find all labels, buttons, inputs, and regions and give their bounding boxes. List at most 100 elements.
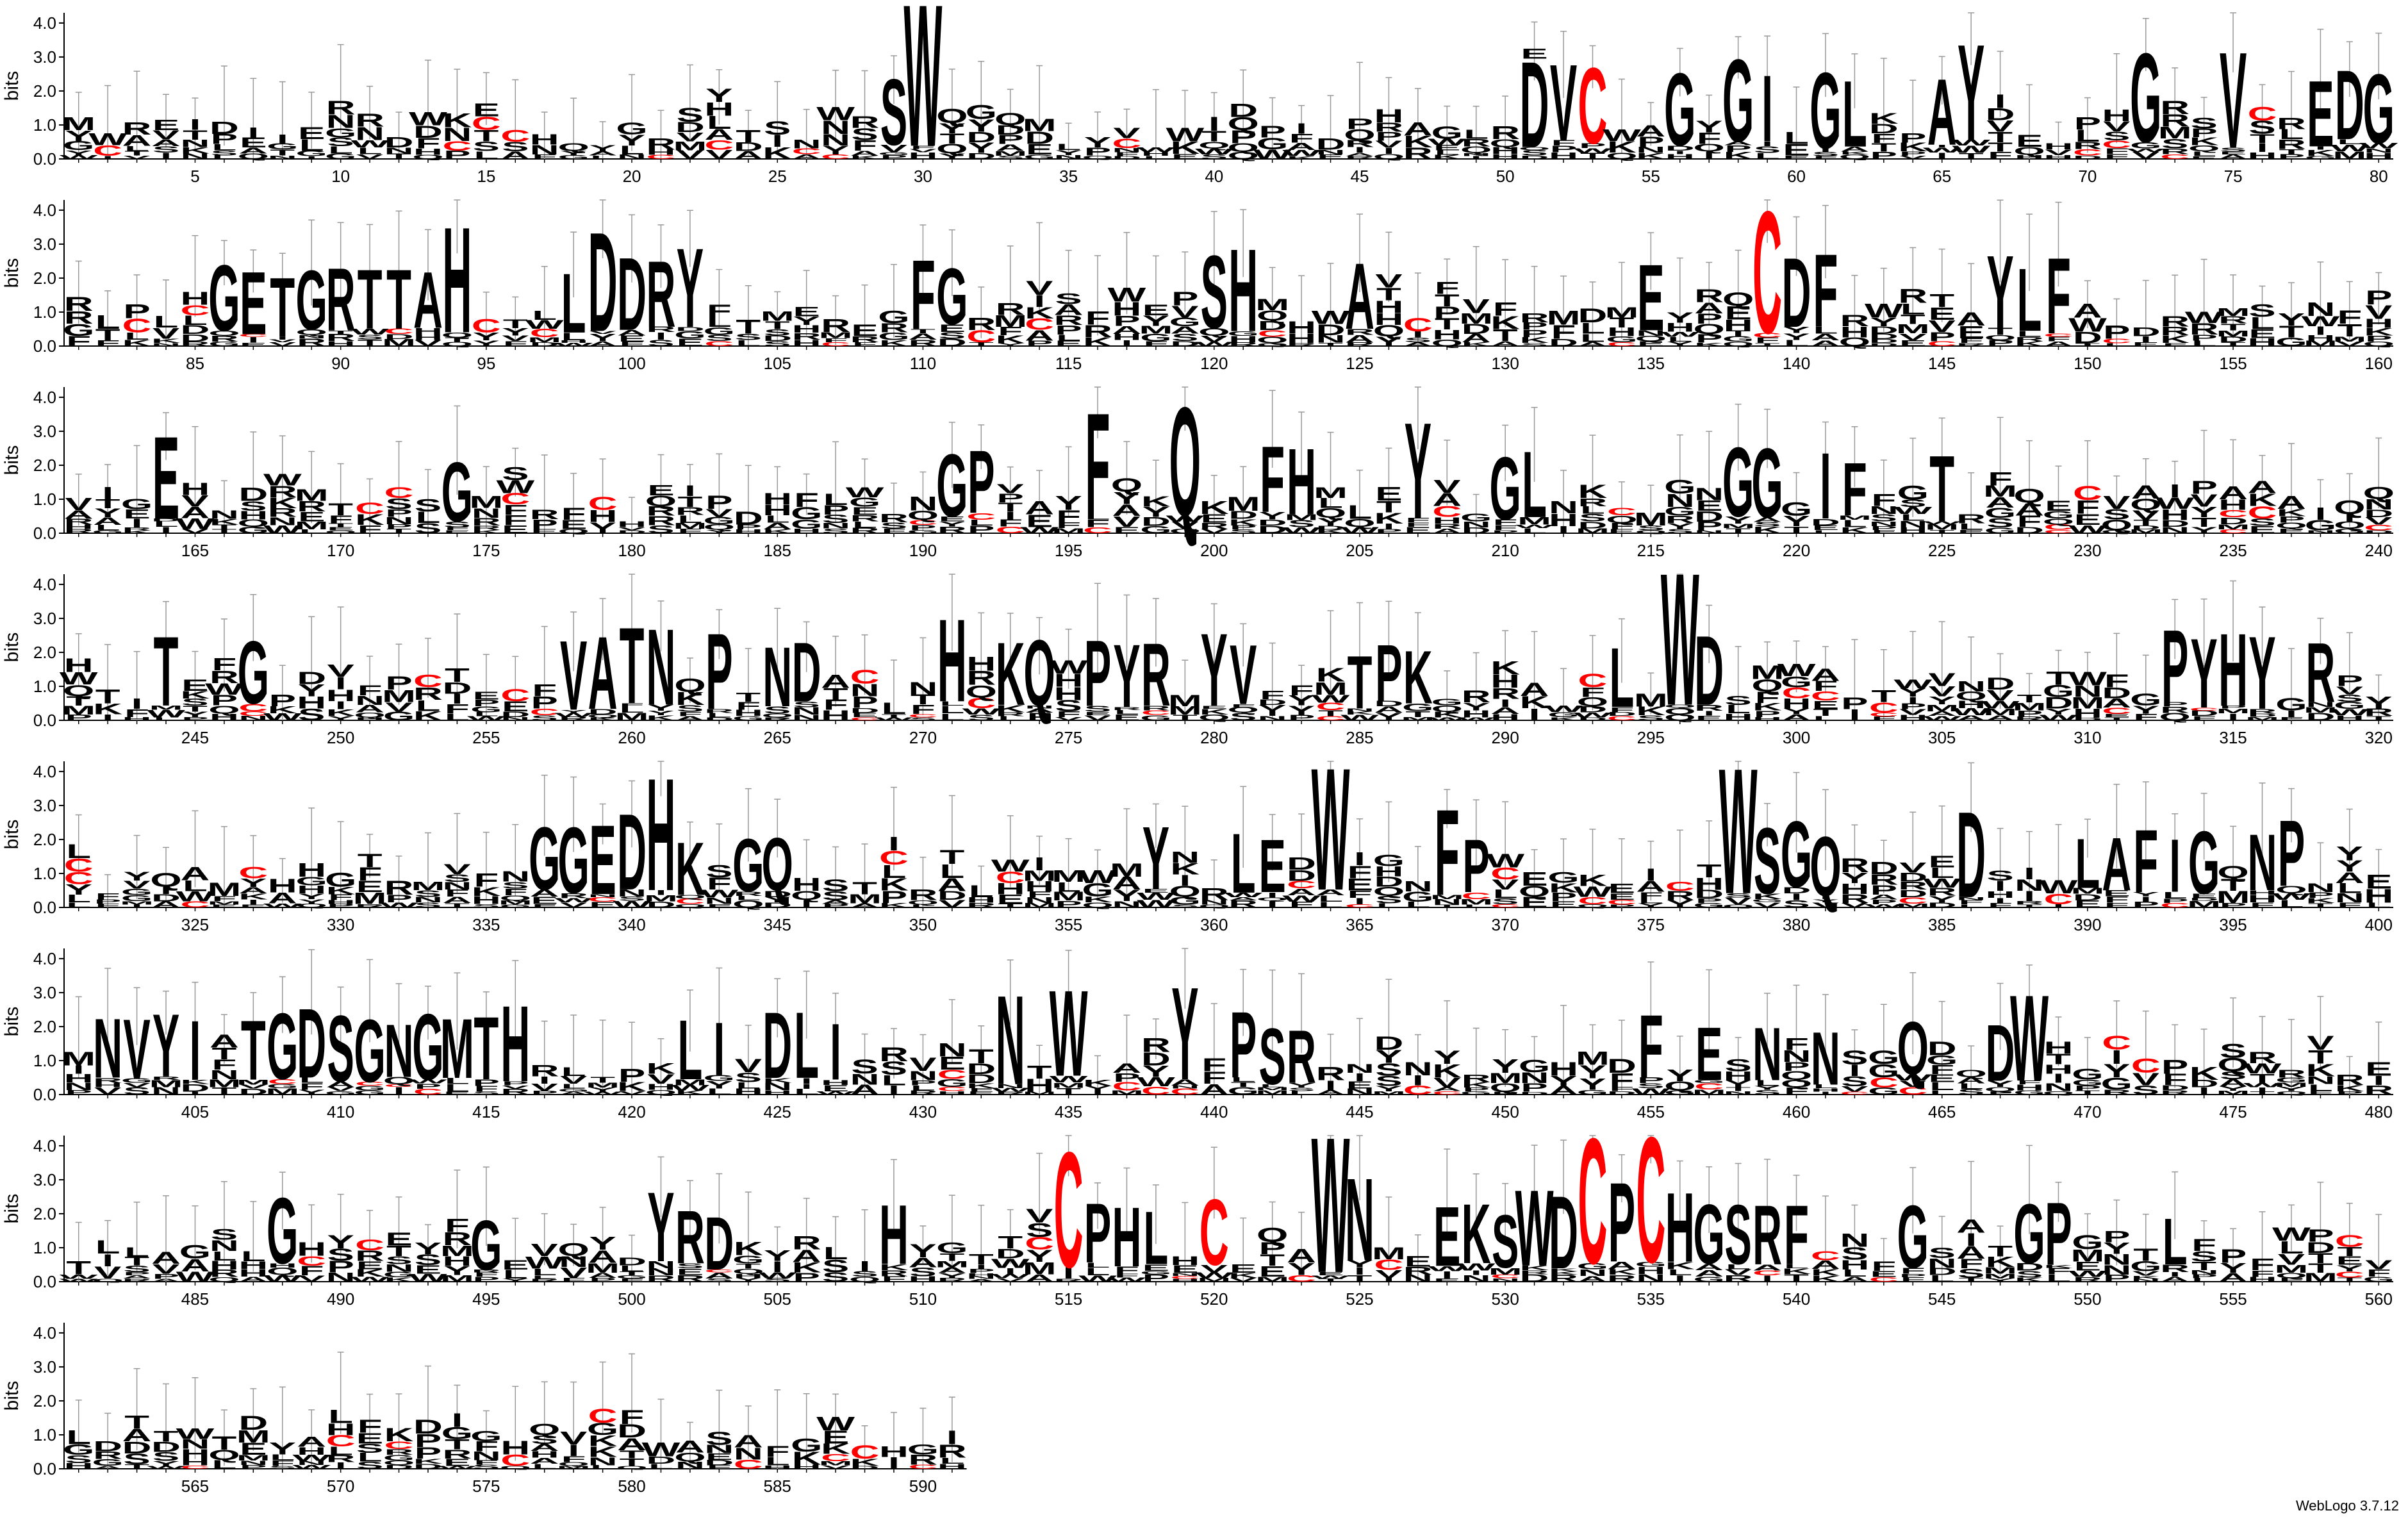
logo-letter-E: E (1637, 245, 1664, 351)
logo-letter-M: M (295, 486, 329, 504)
logo-letter-H: H (1490, 153, 1520, 161)
logo-letter-V: V (909, 1054, 936, 1075)
logo-letter-G: G (2188, 813, 2220, 913)
y-tick-label: 3.0 (33, 796, 56, 815)
logo-letter-A: A (1956, 1216, 1986, 1237)
logo-letter-A: A (181, 863, 210, 884)
logo-letter-I: I (2315, 504, 2327, 524)
logo-letter-T: T (2279, 147, 2304, 155)
logo-letter-V: V (2103, 119, 2131, 135)
logo-column-543: CEF (1869, 1237, 1899, 1286)
logo-letter-C: C (704, 138, 734, 153)
logo-letter-V: V (123, 154, 150, 160)
logo-letter-T: T (1348, 641, 1373, 725)
logo-letter-L: L (561, 256, 586, 351)
logo-letter-R: R (1287, 1015, 1316, 1100)
logo-letter-Q: Q (2013, 484, 2045, 507)
logo-letter-W: W (1952, 144, 1990, 155)
logo-column-456: GQY (1664, 1036, 1695, 1098)
logo-letter-A: A (1811, 665, 1840, 685)
logo-column-132: DFM (1547, 275, 1580, 350)
x-tick-label: 185 (764, 541, 791, 560)
logo-letter-I: I (1208, 113, 1220, 135)
logo-column-21: CHR (647, 110, 675, 163)
logo-letter-R: R (2160, 97, 2189, 119)
logo-letter-R: R (821, 316, 850, 336)
logo-letter-H: H (2044, 154, 2074, 160)
logo-letter-F: F (2133, 812, 2158, 912)
logo-letter-S: S (2220, 1039, 2247, 1062)
x-tick-label: 85 (186, 354, 204, 373)
logo-letter-Q: Q (1082, 154, 1113, 160)
logo-letter-W: W (2127, 147, 2165, 153)
logo-letter-L: L (1842, 62, 1867, 167)
logo-letter-C: C (1607, 506, 1637, 518)
x-tick-label: 25 (768, 167, 787, 186)
logo-letter-R: R (1345, 155, 1374, 160)
logo-letter-N: N (1694, 484, 1724, 504)
logo-letter-G: G (1781, 498, 1812, 520)
x-tick-label: 65 (1933, 167, 1951, 186)
logo-letter-E: E (1521, 46, 1547, 62)
logo-letter-E: E (2365, 870, 2392, 893)
logo-letter-H: H (704, 99, 734, 120)
logo-letter-M: M (1634, 509, 1668, 529)
logo-letter-T: T (736, 690, 761, 704)
logo-letter-P: P (2103, 1228, 2130, 1246)
logo-letter-Q: Q (1257, 1223, 1288, 1246)
logo-letter-T: T (1871, 141, 1896, 154)
logo-letter-V: V (1230, 628, 1257, 723)
logo-letter-S: S (327, 997, 354, 1102)
logo-letter-R: R (2277, 1068, 2306, 1080)
logo-letter-N: N (617, 153, 647, 160)
x-tick-label: 320 (2365, 728, 2393, 747)
logo-letter-I: I (102, 483, 113, 503)
logo-letter-W: W (1865, 299, 1904, 322)
logo-letter-A: A (1927, 60, 1957, 165)
logo-letter-D: D (413, 122, 443, 142)
logo-letter-T: T (590, 1075, 615, 1085)
logo-letter-F: F (1813, 233, 1838, 349)
logo-letter-E: E (1026, 142, 1053, 158)
logo-letter-F: F (212, 654, 237, 674)
logo-letter-L: L (620, 144, 645, 157)
logo-column-508: QSI (849, 1209, 880, 1286)
logo-letter-R: R (647, 242, 676, 347)
logo-letter-K: K (1200, 497, 1229, 518)
logo-letter-A: A (297, 1434, 326, 1450)
logo-letter-H: H (530, 132, 559, 148)
logo-letter-G: G (732, 823, 764, 908)
logo-letter-N: N (1462, 152, 1491, 157)
logo-letter-Y: Y (939, 120, 966, 136)
x-tick-label: 225 (1928, 541, 1956, 560)
logo-letter-K: K (1636, 151, 1665, 161)
